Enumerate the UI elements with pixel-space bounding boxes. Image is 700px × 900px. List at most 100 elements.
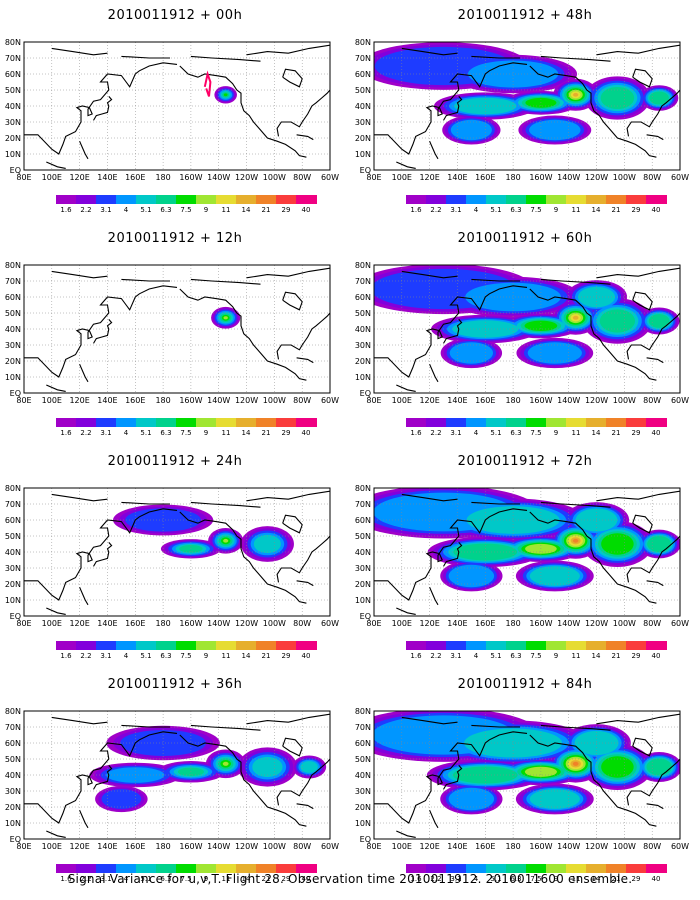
coastline — [374, 62, 528, 155]
variance-contour-fill — [646, 758, 672, 776]
coastline — [24, 731, 178, 824]
colorbar-label: 7.5 — [180, 875, 192, 883]
longitude-label: 100W — [263, 173, 286, 182]
coastline — [190, 501, 261, 508]
longitude-label: 140E — [447, 396, 467, 405]
longitude-label: 60W — [321, 842, 339, 851]
coastline — [246, 713, 330, 725]
colorbar-label: 29 — [631, 652, 641, 660]
longitude-label: 140E — [97, 396, 117, 405]
longitude-label: 140W — [557, 619, 580, 628]
colorbar-label: 9 — [203, 652, 209, 660]
latitude-label: 40N — [355, 548, 371, 557]
colorbar-label: 11 — [221, 652, 231, 660]
colorbar-swatch — [136, 195, 157, 204]
latitude-label: 20N — [5, 580, 21, 589]
flight-track — [203, 70, 212, 97]
colorbar-label: 14 — [591, 652, 601, 660]
longitude-label: 80W — [293, 396, 311, 405]
coastline — [632, 737, 653, 757]
colorbar-label: 2.2 — [80, 652, 92, 660]
forecast-panel: 2010011912 + 36h EQ 10N 20N 30N 40N 50N 60N 70N 8… — [0, 669, 350, 889]
latitude-label: 10N — [355, 150, 371, 159]
colorbar-label: 2.2 — [80, 206, 92, 214]
colorbar-swatch — [626, 418, 647, 427]
colorbar-label: 1.6 — [60, 429, 72, 437]
map-frame — [23, 487, 331, 617]
coastline — [596, 267, 680, 279]
colorbar-label: 14 — [241, 206, 251, 214]
colorbar-label: 21 — [611, 875, 621, 883]
colorbar-swatch — [176, 418, 197, 427]
colorbar-swatch — [466, 864, 487, 873]
colorbar-swatch — [586, 641, 607, 650]
colorbar-label: 40 — [651, 652, 661, 660]
coastline — [626, 758, 680, 806]
colorbar-swatch — [116, 864, 137, 873]
colorbar-label: 5.1 — [140, 206, 152, 214]
latitude-label: 40N — [355, 102, 371, 111]
variance-contour-fill — [448, 787, 495, 811]
colorbar-label: 6.3 — [160, 652, 172, 660]
longitude-label: 140W — [557, 842, 580, 851]
colorbar-label: 4 — [123, 652, 129, 660]
latitude-label: 30N — [5, 341, 21, 350]
colorbar-swatch — [566, 864, 587, 873]
variance-contour-fill — [600, 86, 635, 110]
variance-contour-fill — [449, 342, 494, 364]
coastline — [93, 96, 113, 121]
longitude-label: 160E — [125, 396, 145, 405]
coastline — [401, 270, 458, 279]
forecast-panel: 2010011912 + 48h EQ 10N 20N 30N 40N 50N 60N 70N 8… — [350, 0, 700, 220]
colorbar-label: 14 — [591, 429, 601, 437]
coastline — [529, 734, 657, 827]
longitude-label: 140W — [557, 173, 580, 182]
colorbar-swatch — [256, 641, 277, 650]
coastline — [540, 501, 611, 508]
coastline — [190, 278, 261, 285]
longitude-label: 60W — [671, 619, 689, 628]
colorbar-label: 7.5 — [180, 652, 192, 660]
coastline — [396, 161, 416, 169]
longitude-label: 140W — [207, 842, 230, 851]
colorbar-label: 4 — [473, 652, 479, 660]
latitude-label: 30N — [355, 341, 371, 350]
latitude-label: 20N — [355, 134, 371, 143]
longitude-label: 80E — [16, 842, 31, 851]
coastline — [401, 47, 458, 56]
coastline — [401, 716, 458, 725]
latitude-label: 40N — [5, 771, 21, 780]
longitude-label: 80W — [643, 842, 661, 851]
variance-contour-fill — [101, 789, 142, 809]
colorbar-label: 14 — [241, 429, 251, 437]
colorbar-swatch — [486, 641, 507, 650]
longitude-label: 180 — [155, 619, 170, 628]
colorbar-swatch — [276, 864, 297, 873]
colorbar-swatch — [156, 641, 177, 650]
map-frame — [23, 264, 331, 394]
colorbar-label: 40 — [651, 875, 661, 883]
colorbar-swatch — [446, 864, 467, 873]
longitude-label: 80W — [643, 619, 661, 628]
colorbar-label: 7.5 — [180, 429, 192, 437]
latitude-label: 70N — [355, 500, 371, 509]
colorbar-label: 5.1 — [140, 652, 152, 660]
coastline — [51, 47, 108, 56]
colorbar-swatch — [76, 418, 97, 427]
latitude-label: 40N — [5, 102, 21, 111]
longitude-label: 80W — [293, 842, 311, 851]
forecast-panel: 2010011912 + 84h EQ 10N 20N 30N 40N 50N 60N 70N 8… — [350, 669, 700, 889]
colorbar-swatch — [606, 864, 627, 873]
latitude-label: 10N — [5, 819, 21, 828]
longitude-label: 60W — [321, 173, 339, 182]
latitude-label: EQ — [360, 612, 371, 621]
colorbar-label: 5.1 — [140, 429, 152, 437]
longitude-label: 180 — [155, 396, 170, 405]
coastline — [79, 140, 89, 160]
longitude-label: 100E — [42, 619, 62, 628]
colorbar-swatch — [486, 418, 507, 427]
coastline — [396, 384, 416, 392]
coastline — [296, 357, 314, 364]
colorbar-label: 6.3 — [160, 206, 172, 214]
colorbar-label: 40 — [301, 875, 311, 883]
